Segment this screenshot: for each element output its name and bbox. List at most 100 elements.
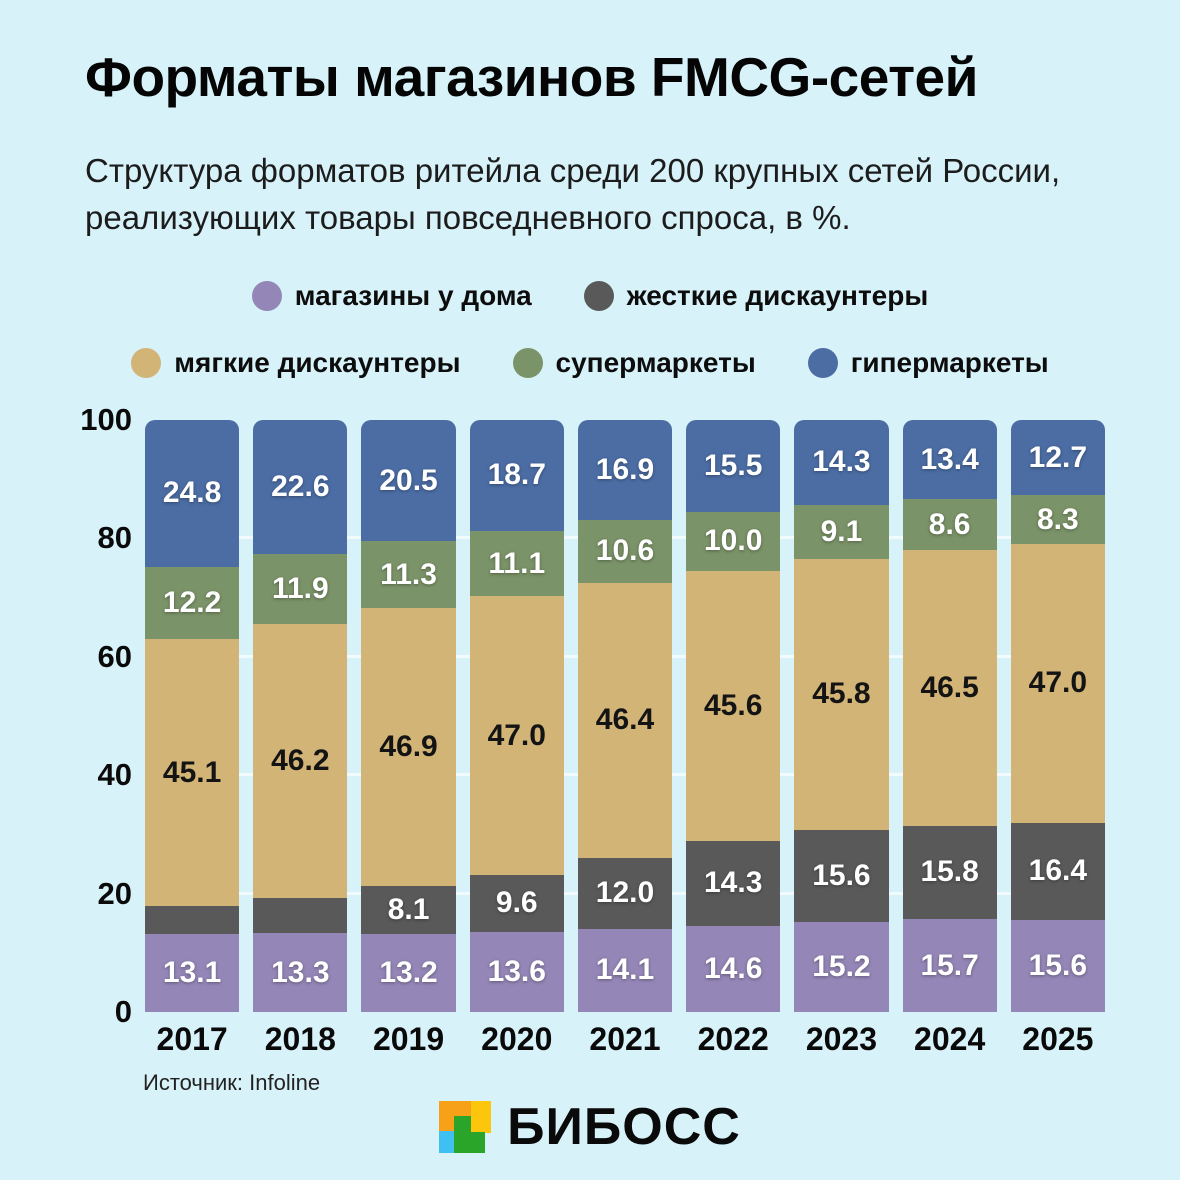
segment-value-label: 12.7 xyxy=(1028,440,1088,474)
segment-value-label: 15.6 xyxy=(1028,948,1088,982)
segment-value-label: 22.6 xyxy=(271,469,330,503)
segment-магазины-у-дома-2024: 15.7 xyxy=(902,919,997,1012)
segment-value-label: 14.3 xyxy=(812,445,871,479)
segment-супермаркеты-2025: 8.3 xyxy=(1010,495,1105,545)
segment-value-label: 11.1 xyxy=(488,546,546,580)
segment-магазины-у-дома-2020: 13.6 xyxy=(469,931,564,1012)
y-tick-label-40: 40 xyxy=(97,757,132,793)
segment-value-label: 12.0 xyxy=(595,876,655,910)
segment-value-label: 24.8 xyxy=(162,476,222,510)
segment-мягкие-дискаунтеры-2019: 46.9 xyxy=(361,608,456,886)
segment-value-label: 16.4 xyxy=(1028,854,1088,888)
segment-value-label: 18.7 xyxy=(487,458,546,492)
legend-item: гипермаркеты xyxy=(807,347,1049,379)
segment-value-label: 9.6 xyxy=(495,886,538,920)
segment-value-label: 46.4 xyxy=(595,703,655,737)
segment-value-label: 15.2 xyxy=(812,950,871,984)
segment-супермаркеты-2020: 11.1 xyxy=(469,530,564,597)
segment-value-label: 9.1 xyxy=(820,514,863,548)
segment-value-label: 16.9 xyxy=(595,453,655,487)
segment-супермаркеты-2017: 12.2 xyxy=(145,566,240,640)
x-tick-label-2017: 2017 xyxy=(156,1021,228,1057)
segment-гипермаркеты-2022: 15.5 xyxy=(686,420,781,512)
segment-value-label: 13.4 xyxy=(920,442,979,476)
page-subtitle: Структура форматов ритейла среди 200 кру… xyxy=(85,152,1061,236)
segment-магазины-у-дома-2021: 14.1 xyxy=(577,928,673,1012)
segment-жесткие-дискаунтеры-2022: 14.3 xyxy=(686,840,781,926)
logo-shape-green xyxy=(454,1115,472,1153)
stacked-bar-2018: 13.3 46.2 11.9 22.6 xyxy=(253,420,348,1012)
segment-жесткие-дискаунтеры-2025: 16.4 xyxy=(1010,822,1105,920)
x-tick-label-2025: 2025 xyxy=(1022,1021,1094,1057)
segment-жесткие-дискаунтеры-2021: 12.0 xyxy=(577,857,673,929)
segment-value-label: 14.1 xyxy=(595,953,655,987)
segment-гипермаркеты-2018: 22.6 xyxy=(253,420,348,554)
segment-value-label: 10.0 xyxy=(704,524,763,558)
segment-супермаркеты-2018: 11.9 xyxy=(253,553,348,625)
segment-value-label: 8.6 xyxy=(928,507,971,541)
segment-value-label: 13.3 xyxy=(271,955,330,989)
stacked-bar-2025: 15.6 16.4 47.0 8.3 12.7 xyxy=(1010,420,1105,1012)
segment-супермаркеты-2021: 10.6 xyxy=(577,520,673,583)
segment-гипермаркеты-2017: 24.8 xyxy=(145,420,240,567)
segment-жесткие-дискаунтеры-2017 xyxy=(145,906,240,935)
legend-label: гипермаркеты xyxy=(850,347,1049,378)
segment-мягкие-дискаунтеры-2017: 45.1 xyxy=(145,639,240,907)
segment-value-label: 45.8 xyxy=(812,677,871,711)
stacked-bar-2019: 13.2 8.1 46.9 11.3 20.5 xyxy=(361,420,456,1012)
x-tick-label-2022: 2022 xyxy=(697,1021,769,1057)
segment-value-label: 8.3 xyxy=(1037,502,1079,536)
segment-жесткие-дискаунтеры-2024: 15.8 xyxy=(902,825,997,920)
segment-value-label: 14.3 xyxy=(704,866,763,900)
segment-магазины-у-дома-2023: 15.2 xyxy=(794,922,889,1012)
stacked-bar-2017: 13.1 45.1 12.2 24.8 xyxy=(145,420,240,1012)
segment-супермаркеты-2023: 9.1 xyxy=(794,504,889,559)
legend-item: супермаркеты xyxy=(512,347,756,379)
x-tick-label-2020: 2020 xyxy=(481,1021,553,1057)
segment-value-label: 46.2 xyxy=(271,744,330,777)
legend-item: жесткие дискаунтеры xyxy=(583,280,929,312)
stacked-bar-2023: 15.2 15.6 45.8 9.1 14.3 xyxy=(794,420,889,1012)
segment-value-label: 15.5 xyxy=(704,448,763,482)
logo-shape-green-foot xyxy=(471,1132,485,1153)
segment-магазины-у-дома-2022: 14.6 xyxy=(686,925,781,1012)
segment-value-label: 13.1 xyxy=(162,956,222,990)
segment-гипермаркеты-2023: 14.3 xyxy=(794,420,889,505)
y-axis: 0 20 40 60 80 100 xyxy=(55,402,132,1029)
source-note: Источник: Infoline xyxy=(143,1070,321,1095)
legend-label: жесткие дискаунтеры xyxy=(626,280,929,311)
segment-value-label: 10.6 xyxy=(595,534,655,568)
logo-square-yellow xyxy=(471,1101,492,1134)
biboss-logo-icon xyxy=(439,1101,492,1153)
x-tick-label-2019: 2019 xyxy=(372,1021,445,1057)
segment-гипермаркеты-2020: 18.7 xyxy=(469,420,564,531)
legend-dot-icon xyxy=(583,281,614,311)
x-tick-label-2018: 2018 xyxy=(264,1021,336,1057)
segment-жесткие-дискаунтеры-2023: 15.6 xyxy=(794,829,889,923)
segment-магазины-у-дома-2017: 13.1 xyxy=(145,934,240,1012)
page-title: Форматы магазинов FMCG-сетей xyxy=(85,46,978,108)
bars-container: 13.1 45.1 12.2 24.8 13.3 46.2 11.9 22.6 13.2 8.1 4… xyxy=(145,420,1105,1012)
segment-value-label: 15.7 xyxy=(920,948,979,982)
y-tick-label-80: 80 xyxy=(97,520,132,556)
segment-value-label: 46.9 xyxy=(379,730,438,764)
stacked-bar-2024: 15.7 15.8 46.5 8.6 13.4 xyxy=(902,420,997,1012)
segment-value-label: 13.2 xyxy=(379,955,438,989)
legend-label: магазины у дома xyxy=(294,280,532,311)
segment-жесткие-дискаунтеры-2020: 9.6 xyxy=(469,874,564,932)
x-tick-label-2023: 2023 xyxy=(805,1021,878,1057)
segment-value-label: 15.8 xyxy=(920,855,979,889)
legend-dot-icon xyxy=(251,281,282,311)
segment-мягкие-дискаунтеры-2022: 45.6 xyxy=(686,571,781,841)
segment-мягкие-дискаунтеры-2021: 46.4 xyxy=(577,582,673,858)
segment-гипермаркеты-2025: 12.7 xyxy=(1010,420,1105,496)
segment-магазины-у-дома-2019: 13.2 xyxy=(361,933,456,1012)
segment-value-label: 45.6 xyxy=(704,688,763,722)
segment-жесткие-дискаунтеры-2018 xyxy=(253,897,348,934)
segment-супермаркеты-2024: 8.6 xyxy=(902,499,997,551)
stacked-bar-2022: 14.6 14.3 45.6 10.0 15.5 xyxy=(686,420,781,1012)
segment-value-label: 13.6 xyxy=(487,954,546,988)
y-tick-label-0: 0 xyxy=(114,994,132,1029)
plot-area: 13.1 45.1 12.2 24.8 13.3 46.2 11.9 22.6 13.2 8.1 4… xyxy=(145,420,1105,1012)
